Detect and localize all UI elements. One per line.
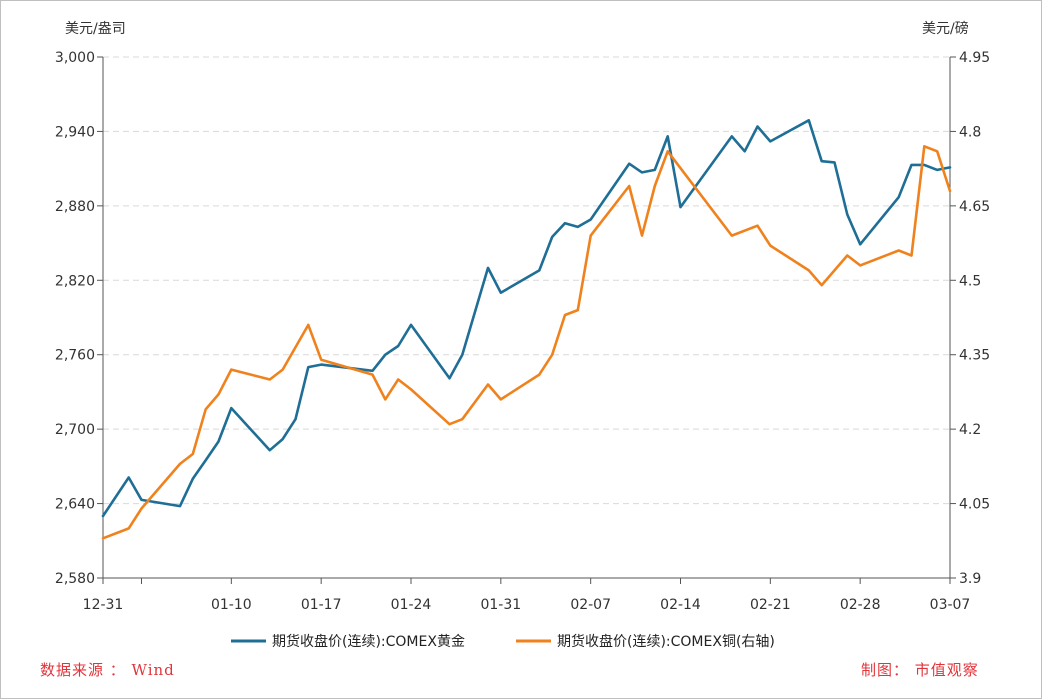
right-tick-label: 4.65 — [959, 199, 990, 215]
legend-label-gold: 期货收盘价(连续):COMEX黄金 — [272, 633, 465, 650]
left-unit-label: 美元/盎司 — [65, 21, 126, 37]
axis-layer — [102, 57, 951, 579]
left-tick-label: 2,700 — [55, 422, 95, 438]
data-source: 数据来源 ： Wind — [40, 661, 175, 679]
left-tick-label: 3,000 — [55, 50, 95, 66]
right-tick-label: 4.8 — [959, 124, 981, 140]
x-tick-label: 02-07 — [570, 597, 611, 613]
right-tick-label: 4.35 — [959, 348, 990, 364]
right-tick-label: 3.9 — [959, 571, 981, 587]
series-layer — [101, 119, 952, 540]
x-tick-label: 01-31 — [480, 597, 521, 613]
right-unit-label: 美元/磅 — [922, 20, 969, 37]
x-tick-label: 12-31 — [83, 597, 124, 613]
x-tick-label: 03-07 — [930, 597, 971, 613]
legend: 期货收盘价(连续):COMEX黄金 期货收盘价(连续):COMEX铜(右轴) — [231, 633, 775, 650]
x-tick-label: 02-14 — [660, 597, 701, 613]
left-tick-label: 2,580 — [55, 571, 95, 587]
left-tick-label: 2,760 — [55, 348, 95, 364]
left-tick-label: 2,640 — [55, 497, 95, 513]
left-ticks: 2,580 2,640 2,700 2,760 2,820 2,880 2,940 3,000 — [55, 50, 103, 587]
x-tick-label: 02-21 — [750, 597, 791, 613]
left-tick-label: 2,820 — [55, 273, 95, 289]
right-tick-label: 4.05 — [959, 497, 990, 513]
x-tick-label: 01-17 — [301, 597, 342, 613]
x-tick-label: 01-24 — [391, 597, 432, 613]
grid-layer — [103, 56, 950, 505]
x-ticks: 12-31 01-10 01-17 01-24 01-31 02-07 02-14 02-21… — [83, 578, 971, 613]
copper-series-line — [101, 145, 952, 540]
left-tick-label: 2,940 — [55, 124, 95, 140]
gold-series-line — [101, 119, 952, 518]
x-tick-label: 01-10 — [211, 597, 252, 613]
x-tick-label: 02-28 — [840, 597, 881, 613]
right-tick-label: 4.5 — [959, 273, 981, 289]
legend-label-copper: 期货收盘价(连续):COMEX铜(右轴) — [557, 633, 775, 650]
right-ticks: 3.9 4.05 4.2 4.35 4.5 4.65 4.8 4.95 — [950, 50, 990, 587]
right-tick-label: 4.95 — [959, 50, 990, 66]
left-tick-label: 2,880 — [55, 199, 95, 215]
right-tick-label: 4.2 — [959, 422, 981, 438]
chart-credit: 制图： 市值观察 — [861, 661, 979, 679]
